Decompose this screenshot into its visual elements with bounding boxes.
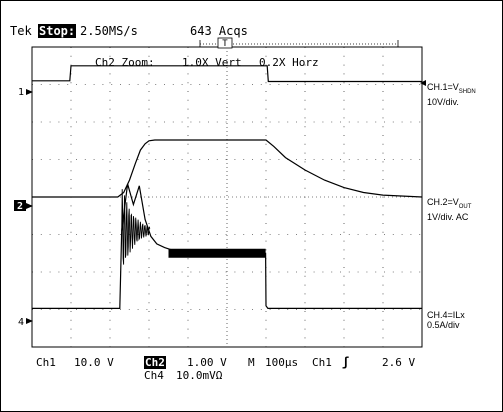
ch2-scale-label: 1V/div. AC [427, 211, 469, 222]
ch2-label-sub: OUT [458, 203, 472, 210]
ch4-ground-marker: 4 [18, 317, 24, 328]
zoom-horizontal: 0.2X Horz [259, 56, 319, 69]
ch4-ripple-band [168, 248, 266, 258]
ch4-scale-label: 0.5A/div [427, 320, 460, 330]
ch1-label: CH.1=VSHDN 10V/div. [427, 82, 476, 107]
ch1-ground-arrow-icon [26, 89, 33, 95]
trigger-source: Ch1 [312, 356, 332, 369]
trigger-level-icon [420, 80, 426, 86]
ch1-label-sub: SHDN [458, 88, 476, 95]
trigger-slope-icon: ʃ [342, 355, 350, 369]
ch2-ground-arrow-icon [26, 203, 33, 209]
ch4-bottom-scale: 10.0mVΩ [176, 369, 223, 382]
trigger-window [217, 37, 233, 49]
ch1-bottom-scale: 10.0 V [74, 356, 114, 369]
ch1-bottom-label: Ch1 [36, 356, 56, 369]
waveform-traces [32, 65, 423, 309]
acquisition-count: 643 Acqs [190, 24, 248, 38]
ch1-label-prefix: CH.1=V [427, 82, 459, 92]
ch2-bottom-scale: 1.00 V [187, 356, 227, 369]
sample-rate: 2.50MS/s [80, 24, 138, 38]
trace-line-2 [32, 139, 423, 198]
ch2-label: CH.2=VOUT 1V/div. AC [427, 197, 471, 222]
timebase: 100µs [265, 356, 299, 369]
ch2-ground-marker: 2 [17, 201, 23, 212]
ch4-ground-arrow-icon [26, 318, 33, 324]
ch2-ground-badge [14, 200, 26, 211]
trigger-level: 2.6 V [382, 356, 416, 369]
trigger-position-marker: T [222, 39, 228, 49]
ch1-ground-marker: 1 [18, 87, 24, 98]
ch4-bottom-label: Ch4 [144, 369, 164, 382]
ch1-scale-label: 10V/div. [427, 96, 459, 107]
run-state-badge: Stop: [38, 24, 77, 38]
ch4-label-name: CH.4=ILx [427, 310, 465, 320]
ch2-bottom-label: Ch2 [144, 356, 166, 369]
brand-label: Tek [10, 24, 32, 38]
ch4-ringing-trace [121, 189, 151, 265]
ch2-label-prefix: CH.2=V [427, 197, 459, 207]
ch4-label: CH.4=ILx 0.5A/div [427, 310, 465, 330]
trace-line-1 [32, 65, 422, 83]
trace-line-3 [32, 183, 422, 309]
m-label: M [248, 356, 255, 369]
